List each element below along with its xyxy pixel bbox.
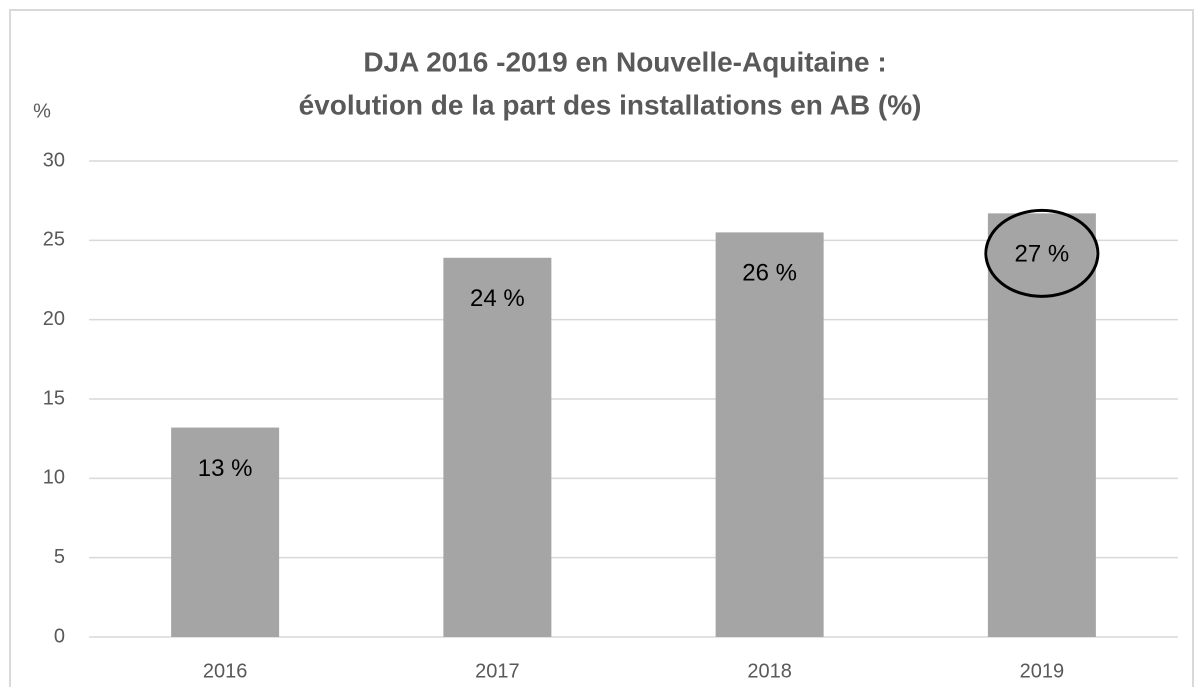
y-tick-label: 25 xyxy=(43,229,65,251)
y-tick-label: 20 xyxy=(43,308,65,330)
x-tick-label: 2018 xyxy=(747,660,792,682)
value-label: 13 % xyxy=(198,455,253,482)
y-tick-label: 5 xyxy=(54,546,65,568)
x-tick-label: 2019 xyxy=(1020,660,1065,682)
x-tick-label: 2017 xyxy=(475,660,520,682)
value-label: 27 % xyxy=(1015,241,1070,268)
y-tick-label: 10 xyxy=(43,467,65,489)
y-tick-label: 30 xyxy=(43,149,65,171)
value-label: 24 % xyxy=(470,285,525,312)
bar xyxy=(987,213,1096,638)
bar xyxy=(443,257,552,637)
chart-title-line: DJA 2016 -2019 en Nouvelle-Aquitaine : xyxy=(363,46,886,77)
y-tick-label: 15 xyxy=(43,387,65,409)
bar xyxy=(171,427,280,637)
y-tick-label: 0 xyxy=(54,625,65,647)
y-axis-label: % xyxy=(33,100,51,122)
x-tick-label: 2016 xyxy=(203,660,248,682)
highlight-circle xyxy=(984,208,1100,298)
bar xyxy=(715,232,824,637)
value-label: 26 % xyxy=(742,260,797,287)
chart-title-line: évolution de la part des installations e… xyxy=(299,89,922,120)
